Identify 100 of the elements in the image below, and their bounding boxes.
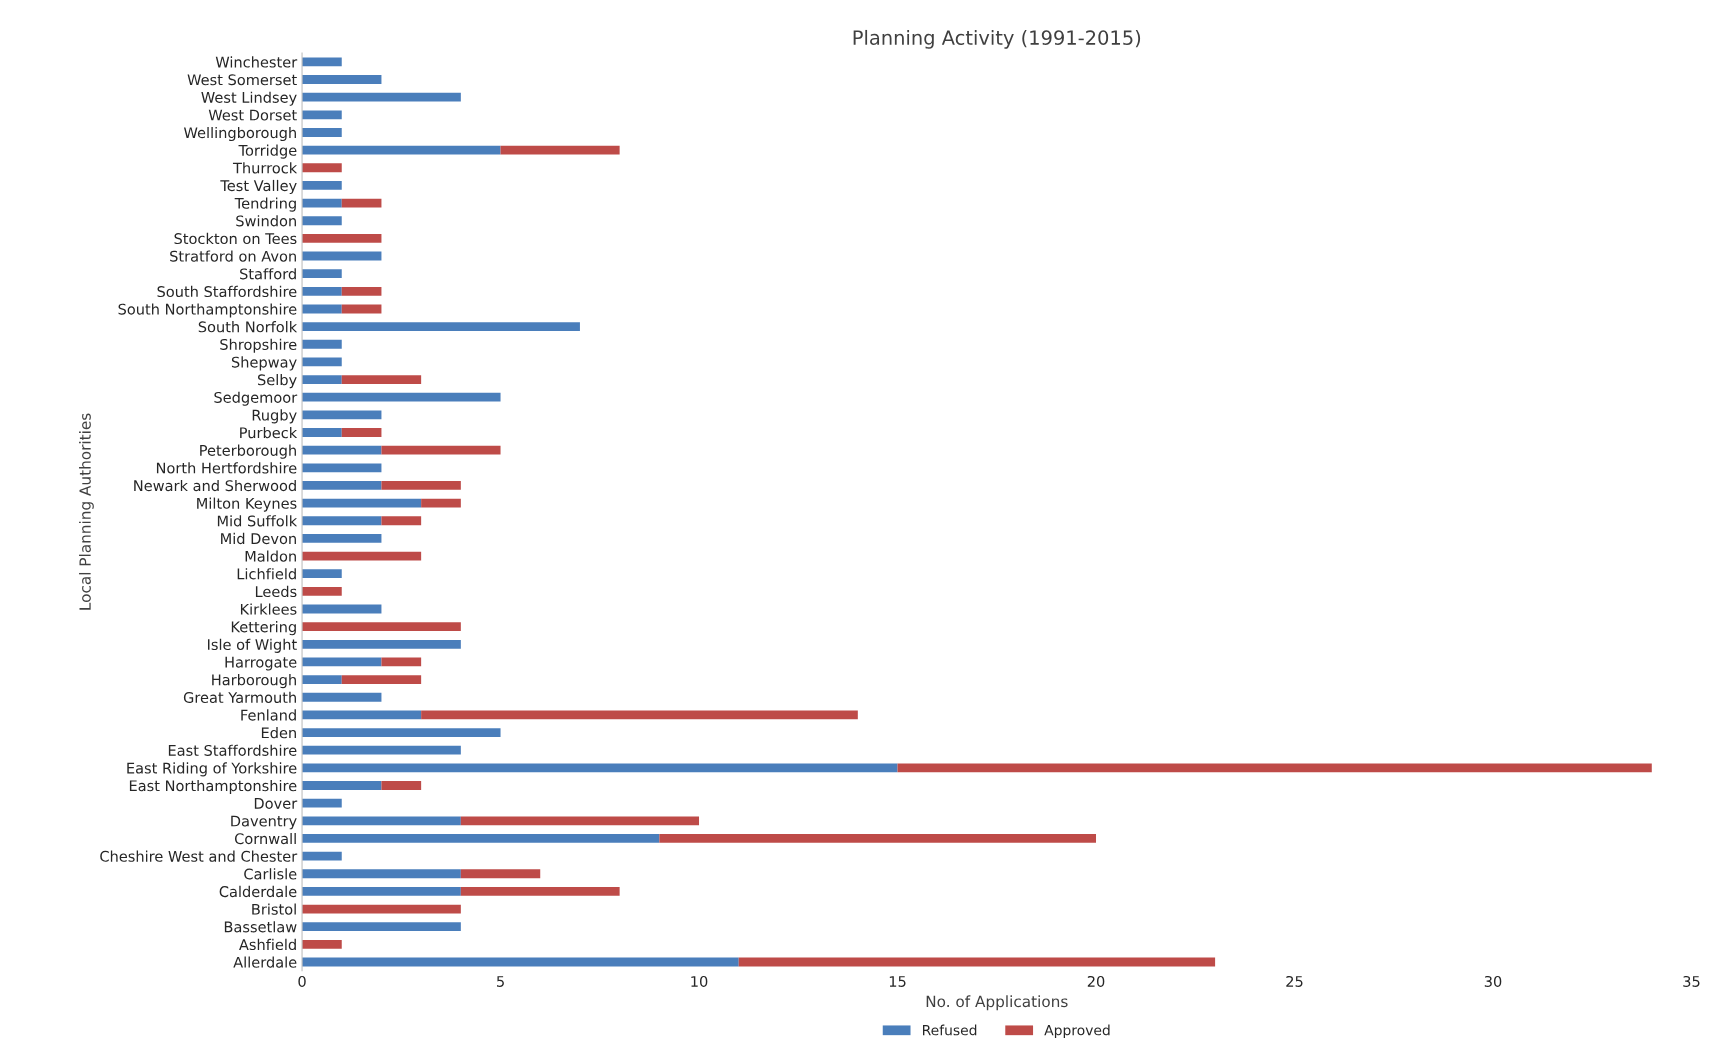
- y-tick-label: Harborough: [212, 674, 296, 689]
- y-tick-label: Shepway: [231, 356, 297, 371]
- y-tick-label: Lichfield: [237, 568, 296, 580]
- bar: [460, 869, 541, 879]
- y-tick-label: Dover: [254, 798, 298, 809]
- y-tick-label: Thurrock: [232, 162, 298, 174]
- bar: [302, 181, 342, 190]
- x-tick-label: 5: [497, 976, 504, 987]
- y-tick-label: Test Valley: [220, 179, 297, 194]
- y-tick-label: Wellingborough: [183, 126, 296, 142]
- y-tick-label: Isle of Wight: [208, 638, 297, 653]
- y-tick-label: Fenland: [241, 709, 296, 721]
- bar: [421, 710, 858, 720]
- bar: [659, 834, 1097, 843]
- y-tick-label: West Lindsey: [201, 91, 297, 106]
- bar: [302, 145, 501, 155]
- y-tick-label: Allerdale: [233, 956, 297, 968]
- bar: [381, 657, 422, 667]
- y-tick-label: Shropshire: [220, 338, 297, 353]
- y-tick-label: East Staffordshire: [168, 744, 297, 756]
- legend-label: Approved: [1044, 1024, 1110, 1039]
- bar: [897, 763, 1652, 773]
- y-tick-label: East Northamptonshire: [129, 779, 297, 795]
- bar: [302, 445, 382, 455]
- bar: [302, 57, 342, 67]
- bar: [302, 110, 342, 120]
- bar: [302, 286, 342, 296]
- y-tick-label: Carlisle: [244, 868, 297, 880]
- bar: [302, 922, 461, 932]
- y-tick-label: Mid Suffolk: [217, 515, 298, 527]
- y-tick-label: Torridge: [238, 144, 297, 159]
- y-tick-label: Swindon: [236, 215, 296, 227]
- bar: [738, 957, 1216, 967]
- y-tick-label: East Riding of Yorkshire: [127, 762, 297, 777]
- bar: [302, 781, 382, 790]
- bar: [381, 481, 461, 490]
- bar: [302, 763, 898, 773]
- bar: [302, 569, 342, 579]
- y-tick-label: Mid Devon: [221, 532, 296, 545]
- bar: [302, 639, 461, 649]
- bar: [302, 75, 382, 84]
- y-tick-label: Stafford: [240, 268, 296, 280]
- legend-label: Refused: [923, 1024, 977, 1036]
- y-tick-label: Leeds: [255, 585, 297, 598]
- y-tick-label: Milton Keynes: [197, 497, 297, 512]
- bar: [460, 886, 620, 896]
- bar: [500, 145, 620, 155]
- bar: [302, 745, 461, 755]
- y-tick-label: Kirklees: [240, 603, 297, 615]
- bar: [302, 886, 461, 896]
- bar: [302, 869, 461, 879]
- y-tick-label: Stratford on Avon: [170, 250, 296, 262]
- y-tick-label: Maldon: [245, 550, 296, 562]
- bar: [341, 428, 382, 437]
- y-tick-label: Cheshire West and Chester: [100, 850, 298, 862]
- x-axis-title: No. of Applications: [926, 995, 1068, 1011]
- bar: [341, 375, 422, 384]
- bar: [302, 816, 461, 826]
- bar: [381, 516, 422, 526]
- bar: [302, 692, 382, 702]
- x-tick-label: 20: [1087, 975, 1105, 987]
- bar: [302, 463, 382, 473]
- bar: [302, 586, 342, 596]
- bar: [302, 410, 382, 420]
- y-tick-label: Daventry: [231, 815, 297, 830]
- bar: [302, 498, 422, 508]
- x-tick-label: 25: [1286, 975, 1303, 987]
- x-tick-label: 35: [1683, 975, 1700, 987]
- bar: [302, 675, 342, 685]
- bar: [302, 551, 422, 561]
- y-tick-label: Peterborough: [200, 444, 296, 459]
- y-tick-label: Tendring: [234, 197, 296, 212]
- bar: [302, 92, 461, 102]
- y-tick-label: South Northamptonshire: [118, 303, 297, 318]
- bar: [302, 851, 342, 861]
- y-tick-label: North Hertfordshire: [156, 462, 297, 474]
- x-tick-label: 30: [1484, 975, 1502, 987]
- bar: [302, 233, 382, 243]
- x-tick-label: 10: [691, 975, 708, 987]
- bar: [341, 286, 382, 296]
- y-tick-label: Winchester: [215, 56, 298, 68]
- y-tick-label: Bassetlaw: [224, 921, 297, 933]
- y-tick-label: Rugby: [252, 409, 297, 424]
- bar: [302, 516, 382, 526]
- bar: [302, 163, 342, 173]
- y-tick-label: West Somerset: [187, 74, 297, 86]
- bar: [302, 128, 342, 137]
- chart-title: Planning Activity (1991-2015): [853, 29, 1141, 49]
- y-tick-label: West Dorset: [208, 109, 297, 121]
- bar: [302, 834, 660, 843]
- bar: [421, 498, 461, 508]
- x-tick-label: 15: [889, 976, 906, 987]
- x-tick-label: 0: [298, 975, 306, 987]
- bar: [460, 816, 700, 826]
- y-tick-label: Calderdale: [219, 885, 297, 898]
- y-tick-label: Harrogate: [225, 656, 297, 671]
- bar: [302, 957, 739, 967]
- bar: [381, 781, 422, 790]
- y-tick-label: South Norfolk: [198, 321, 298, 333]
- bar: [302, 392, 501, 402]
